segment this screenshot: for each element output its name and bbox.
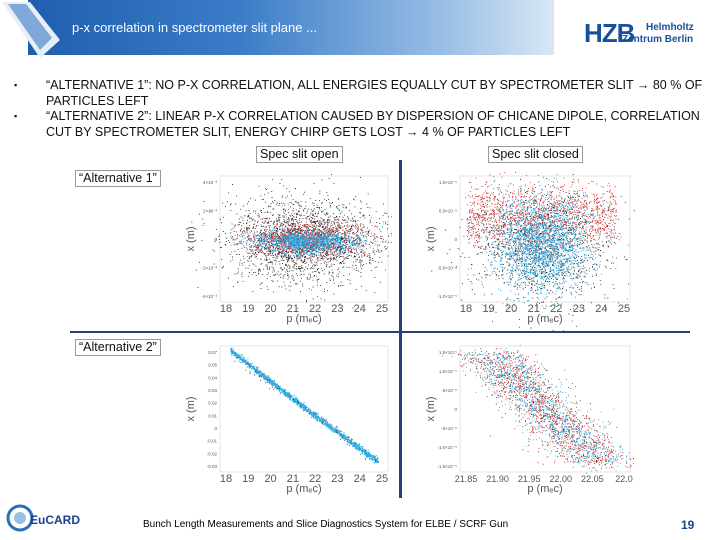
axes: 1.5×10⁻⁵ 1.0×10⁻⁵ 5×10⁻⁶ 0 -5×10⁻⁶ -1.0×10⁻⁵ -… xyxy=(425,345,633,495)
page-number: 19 xyxy=(681,518,695,532)
y-tick-label: 0.02 xyxy=(208,401,217,406)
horizontal-divider xyxy=(70,331,690,333)
x-tick-label: 24 xyxy=(595,303,607,315)
bullet-icon: ▪ xyxy=(14,111,18,121)
x-tick-label: 19 xyxy=(242,473,254,485)
x-tick-label: 23 xyxy=(331,303,343,315)
y-tick-label: -0.02 xyxy=(207,451,218,456)
x-tick-label: 20 xyxy=(264,303,276,315)
plot-alt1-open: 4×10⁻³2×10⁻³0-2×10⁻³-4×10⁻³18 19 20 21 22 23 2… xyxy=(185,174,392,325)
x-axis-label: p (mₑc) xyxy=(286,313,321,325)
scatter-points xyxy=(431,172,635,332)
scatter-points xyxy=(191,174,392,309)
x-tick-label: 21.85 xyxy=(455,474,478,484)
y-tick-label: -2×10⁻³ xyxy=(201,266,217,271)
y-tick-label: -1.0×10⁻⁵ xyxy=(437,294,457,299)
plot-alt2-closed: 1.5×10⁻⁵ 1.0×10⁻⁵ 5×10⁻⁶ 0 -5×10⁻⁶ -1.0×10⁻⁵ -… xyxy=(425,344,635,495)
spec-slit-open-label: Spec slit open xyxy=(256,146,343,163)
x-tick-label: 25 xyxy=(376,473,388,485)
scatter-points xyxy=(230,347,379,464)
x-tick-label: 21 xyxy=(287,473,299,485)
page-title: p-x correlation in spectrometer slit pla… xyxy=(72,20,317,35)
eucard-logo: EuCARD xyxy=(6,504,80,532)
x-tick-label: 22.05 xyxy=(581,474,604,484)
eucard-logo-text: EuCARD xyxy=(30,513,80,527)
y-tick-label: 0 xyxy=(454,237,457,242)
y-tick-label: -0.03 xyxy=(207,464,218,469)
y-tick-label: 5×10⁻⁶ xyxy=(443,388,458,393)
alternative-2-label: “Alternative 2” xyxy=(75,339,161,356)
bullet-icon: ▪ xyxy=(14,80,18,90)
x-tick-label: 25 xyxy=(618,303,630,315)
y-tick-label: 0.05 xyxy=(208,363,217,368)
x-tick-label: 22 xyxy=(309,473,321,485)
bullet-list: ▪ “ALTERNATIVE 1”: NO P-X CORRELATION, A… xyxy=(14,78,704,140)
y-tick-label: -0.01 xyxy=(207,439,218,444)
y-axis-label: x (m) xyxy=(425,226,437,251)
y-tick-label: 0.04 xyxy=(208,375,217,380)
x-tick-label: 22.00 xyxy=(550,474,573,484)
y-axis-label: x (m) xyxy=(185,226,197,251)
y-axis-label: x (m) xyxy=(185,396,197,421)
y-tick-label: 0.07 xyxy=(208,350,217,355)
x-tick-label: 23 xyxy=(573,303,585,315)
header-bar xyxy=(28,0,554,55)
y-tick-label: 1.0×10⁻⁵ xyxy=(439,369,457,374)
spec-slit-closed-label: Spec slit closed xyxy=(488,146,583,163)
scatter-points xyxy=(442,344,635,474)
x-tick-label: 23 xyxy=(331,473,343,485)
x-axis-label: p (mₑc) xyxy=(527,483,562,495)
bullet-alternative-2: ▪ “ALTERNATIVE 2”: LINEAR P-X CORRELATIO… xyxy=(14,109,700,139)
x-tick-label: 25 xyxy=(376,303,388,315)
y-tick-label: 0 xyxy=(214,426,217,431)
x-axis-label: p (mₑc) xyxy=(527,313,562,325)
y-tick-label: -1.0×10⁻⁵ xyxy=(437,445,457,450)
y-tick-label: -5×10⁻⁶ xyxy=(441,426,457,431)
footer-text: Bunch Length Measurements and Slice Diag… xyxy=(143,519,509,530)
y-tick-label: 1.0×10⁻⁵ xyxy=(439,180,457,185)
y-axis-label: x (m) xyxy=(425,396,437,421)
y-tick-label: 0 xyxy=(454,407,457,412)
x-tick-label: 21.95 xyxy=(518,474,541,484)
x-tick-label: 18 xyxy=(460,303,472,315)
plot-alt1-closed: 1.0×10⁻⁵ 5.0×10⁻⁶ 0 -5.0×10⁻⁶ -1.0×10⁻⁵18 19 2… xyxy=(425,172,635,332)
x-tick-label: 22.0 xyxy=(615,474,633,484)
y-tick-label: -4×10⁻³ xyxy=(201,294,217,299)
x-tick-label: 24 xyxy=(354,473,366,485)
x-tick-label: 20 xyxy=(505,303,517,315)
x-tick-label: 22 xyxy=(309,303,321,315)
y-tick-label: -5.0×10⁻⁶ xyxy=(437,266,457,271)
swoosh-logo-icon xyxy=(2,2,60,58)
x-tick-label: 22 xyxy=(550,303,562,315)
x-tick-label: 21 xyxy=(287,303,299,315)
y-tick-label: -1.5×10⁻⁵ xyxy=(437,464,457,469)
y-tick-label: 4×10⁻³ xyxy=(203,180,218,185)
x-tick-label: 19 xyxy=(242,303,254,315)
hzb-logo: HZB Helmholtz Zentrum Berlin xyxy=(584,18,694,48)
bullet-alternative-1: ▪ “ALTERNATIVE 1”: NO P-X CORRELATION, A… xyxy=(14,78,703,108)
x-tick-label: 21.90 xyxy=(486,474,509,484)
y-tick-label: 0.01 xyxy=(208,413,217,418)
x-tick-label: 24 xyxy=(354,303,366,315)
x-tick-label: 19 xyxy=(482,303,494,315)
plot-alt2-open: 0.07 0.05 0.04 0.03 0.02 0.01 0 -0.01 -0.02 -0.03… xyxy=(185,345,389,495)
axes: 1.0×10⁻⁵ 5.0×10⁻⁶ 0 -5.0×10⁻⁶ -1.0×10⁻⁵18 19 2… xyxy=(425,175,631,325)
x-tick-label: 18 xyxy=(220,473,232,485)
vertical-divider xyxy=(399,160,402,498)
axes: 0.07 0.05 0.04 0.03 0.02 0.01 0 -0.01 -0.02 -0.03… xyxy=(185,345,389,495)
y-tick-label: 1.5×10⁻⁵ xyxy=(439,350,457,355)
y-tick-label: 5.0×10⁻⁶ xyxy=(439,209,457,214)
x-axis-label: p (mₑc) xyxy=(286,483,321,495)
x-tick-label: 20 xyxy=(264,473,276,485)
alternative-1-label: “Alternative 1” xyxy=(75,170,161,187)
x-tick-label: 18 xyxy=(220,303,232,315)
y-tick-label: 0.03 xyxy=(208,388,217,393)
